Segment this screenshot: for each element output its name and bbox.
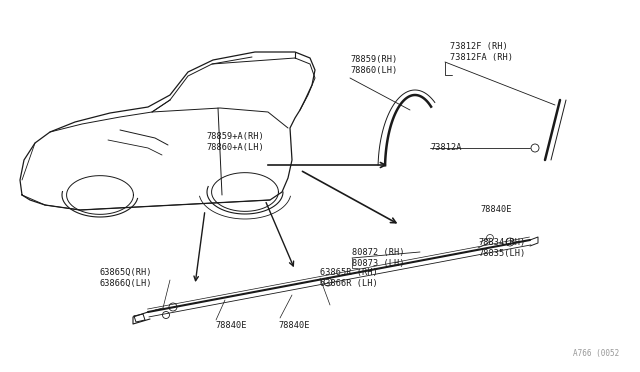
Text: 78840E: 78840E xyxy=(278,321,310,330)
Text: 63865Q(RH)
63866Q(LH): 63865Q(RH) 63866Q(LH) xyxy=(100,268,152,288)
Text: 78859(RH)
78860(LH): 78859(RH) 78860(LH) xyxy=(350,55,397,75)
Text: 80872 (RH)
80873 (LH): 80872 (RH) 80873 (LH) xyxy=(352,248,404,268)
Text: 78840E: 78840E xyxy=(480,205,511,215)
Text: A766 (0052: A766 (0052 xyxy=(573,349,620,358)
Text: 78840E: 78840E xyxy=(215,321,246,330)
Text: 73812F (RH)
73812FA (RH): 73812F (RH) 73812FA (RH) xyxy=(450,42,513,62)
Text: 78859+A(RH)
78860+A(LH): 78859+A(RH) 78860+A(LH) xyxy=(206,132,264,152)
Text: 63865R (RH)
63866R (LH): 63865R (RH) 63866R (LH) xyxy=(320,268,378,288)
Text: 73812A: 73812A xyxy=(430,144,461,153)
Text: 78834(RH)
78835(LH): 78834(RH) 78835(LH) xyxy=(478,238,525,258)
